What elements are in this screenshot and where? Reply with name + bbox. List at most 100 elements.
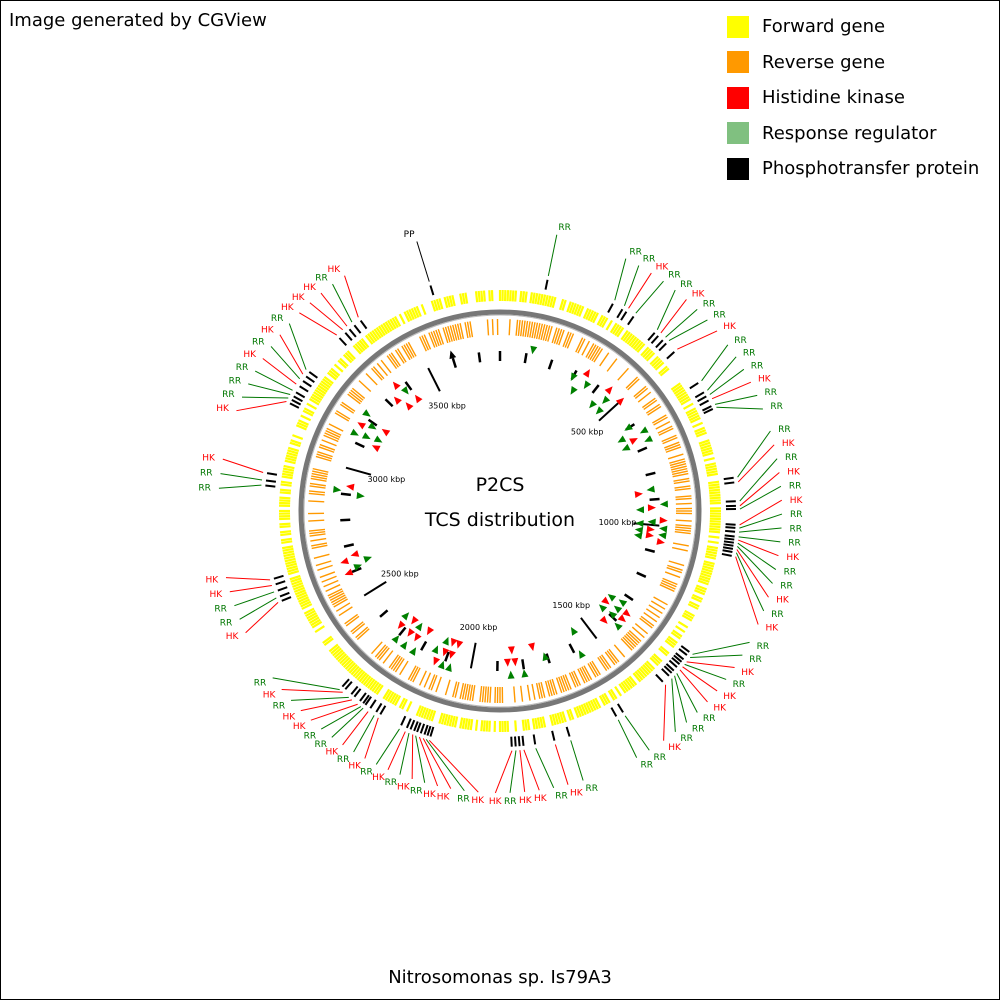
rr-marker bbox=[608, 611, 618, 620]
reverse-gene bbox=[390, 655, 401, 670]
reverse-gene bbox=[423, 672, 432, 688]
reverse-gene bbox=[652, 414, 667, 424]
forward-gene bbox=[279, 522, 291, 526]
reverse-gene bbox=[456, 323, 462, 340]
reverse-gene bbox=[430, 675, 438, 691]
forward-gene bbox=[692, 421, 704, 429]
hk-label: HK bbox=[263, 691, 277, 701]
callout-line bbox=[225, 577, 271, 581]
forward-gene bbox=[640, 346, 650, 357]
reverse-gene bbox=[526, 684, 531, 701]
rr-label: RR bbox=[757, 642, 770, 652]
forward-gene bbox=[636, 669, 646, 679]
tcs-tick bbox=[671, 656, 681, 665]
callout-line bbox=[234, 591, 275, 607]
forward-gene bbox=[317, 384, 328, 393]
rr-label: RR bbox=[654, 753, 667, 763]
pp-label: PP bbox=[404, 230, 415, 240]
forward-gene bbox=[622, 331, 631, 342]
hk-label: HK bbox=[325, 748, 339, 758]
reverse-gene bbox=[310, 537, 327, 542]
tcs-tick bbox=[375, 702, 383, 713]
rr-label: RR bbox=[273, 702, 286, 712]
major-tick bbox=[580, 617, 598, 640]
tcs-tick bbox=[359, 319, 368, 330]
forward-gene bbox=[598, 695, 607, 706]
reverse-gene bbox=[311, 475, 328, 480]
tcs-tick bbox=[607, 303, 614, 314]
hk-label: HK bbox=[293, 722, 307, 732]
callout-line bbox=[229, 585, 272, 593]
forward-gene bbox=[466, 718, 471, 730]
forward-gene bbox=[356, 341, 366, 352]
rr-label: RR bbox=[360, 768, 373, 778]
minor-tick bbox=[404, 381, 413, 391]
forward-gene bbox=[362, 675, 372, 686]
forward-gene bbox=[316, 386, 327, 395]
reverse-gene bbox=[661, 434, 677, 443]
forward-gene bbox=[632, 339, 642, 350]
rr-marker bbox=[401, 612, 410, 621]
tcs-tick bbox=[344, 681, 353, 690]
forward-gene bbox=[280, 537, 292, 542]
forward-gene bbox=[311, 393, 323, 402]
callout-line bbox=[736, 549, 769, 598]
forward-gene bbox=[350, 665, 360, 676]
callout-line bbox=[547, 234, 558, 277]
forward-gene bbox=[328, 643, 339, 653]
forward-gene bbox=[282, 470, 294, 475]
forward-gene bbox=[459, 717, 464, 729]
minor-tick bbox=[420, 640, 428, 651]
forward-gene bbox=[401, 698, 408, 710]
reverse-gene bbox=[321, 439, 337, 447]
forward-gene bbox=[575, 706, 582, 718]
rr-marker bbox=[635, 506, 645, 514]
reverse-gene bbox=[464, 322, 469, 339]
forward-gene bbox=[642, 348, 652, 358]
reverse-gene bbox=[669, 458, 685, 464]
tcs-tick bbox=[344, 332, 353, 341]
reverse-gene bbox=[606, 650, 618, 664]
hk-marker bbox=[629, 437, 638, 445]
hk-label: HK bbox=[437, 793, 451, 803]
forward-gene bbox=[670, 382, 681, 391]
forward-gene bbox=[649, 656, 659, 667]
rr-marker bbox=[589, 399, 598, 409]
hk-label: HK bbox=[471, 796, 485, 806]
rr-label: RR bbox=[629, 247, 642, 257]
forward-gene bbox=[382, 322, 391, 334]
reverse-gene bbox=[508, 319, 511, 336]
rr-marker bbox=[634, 526, 644, 534]
reverse-gene bbox=[464, 683, 469, 700]
forward-gene bbox=[287, 567, 299, 573]
forward-gene bbox=[697, 579, 709, 586]
rr-marker bbox=[618, 599, 628, 607]
forward-gene bbox=[706, 470, 718, 475]
forward-gene bbox=[339, 357, 349, 367]
reverse-gene bbox=[329, 592, 345, 602]
reverse-gene bbox=[524, 320, 529, 337]
forward-gene bbox=[342, 658, 353, 669]
rr-label: RR bbox=[743, 348, 756, 358]
callout-line bbox=[677, 330, 718, 350]
reverse-gene bbox=[471, 685, 476, 702]
callout-line bbox=[570, 740, 584, 781]
forward-gene bbox=[659, 645, 670, 655]
forward-gene bbox=[685, 407, 697, 415]
tcs-tick bbox=[302, 380, 312, 388]
callout-line bbox=[660, 299, 687, 334]
reverse-gene bbox=[452, 324, 458, 341]
reverse-gene bbox=[662, 436, 678, 445]
reverse-gene bbox=[405, 343, 415, 358]
tcs-tick bbox=[514, 736, 517, 747]
forward-gene bbox=[521, 719, 526, 731]
reverse-gene bbox=[549, 679, 556, 696]
reverse-gene bbox=[435, 329, 442, 346]
reverse-gene bbox=[394, 349, 405, 364]
reverse-gene bbox=[640, 615, 655, 627]
forward-gene bbox=[607, 690, 616, 701]
forward-gene bbox=[408, 309, 415, 320]
tcs-tick bbox=[413, 721, 419, 732]
tcs-tick bbox=[616, 308, 624, 319]
reverse-gene bbox=[312, 470, 328, 476]
